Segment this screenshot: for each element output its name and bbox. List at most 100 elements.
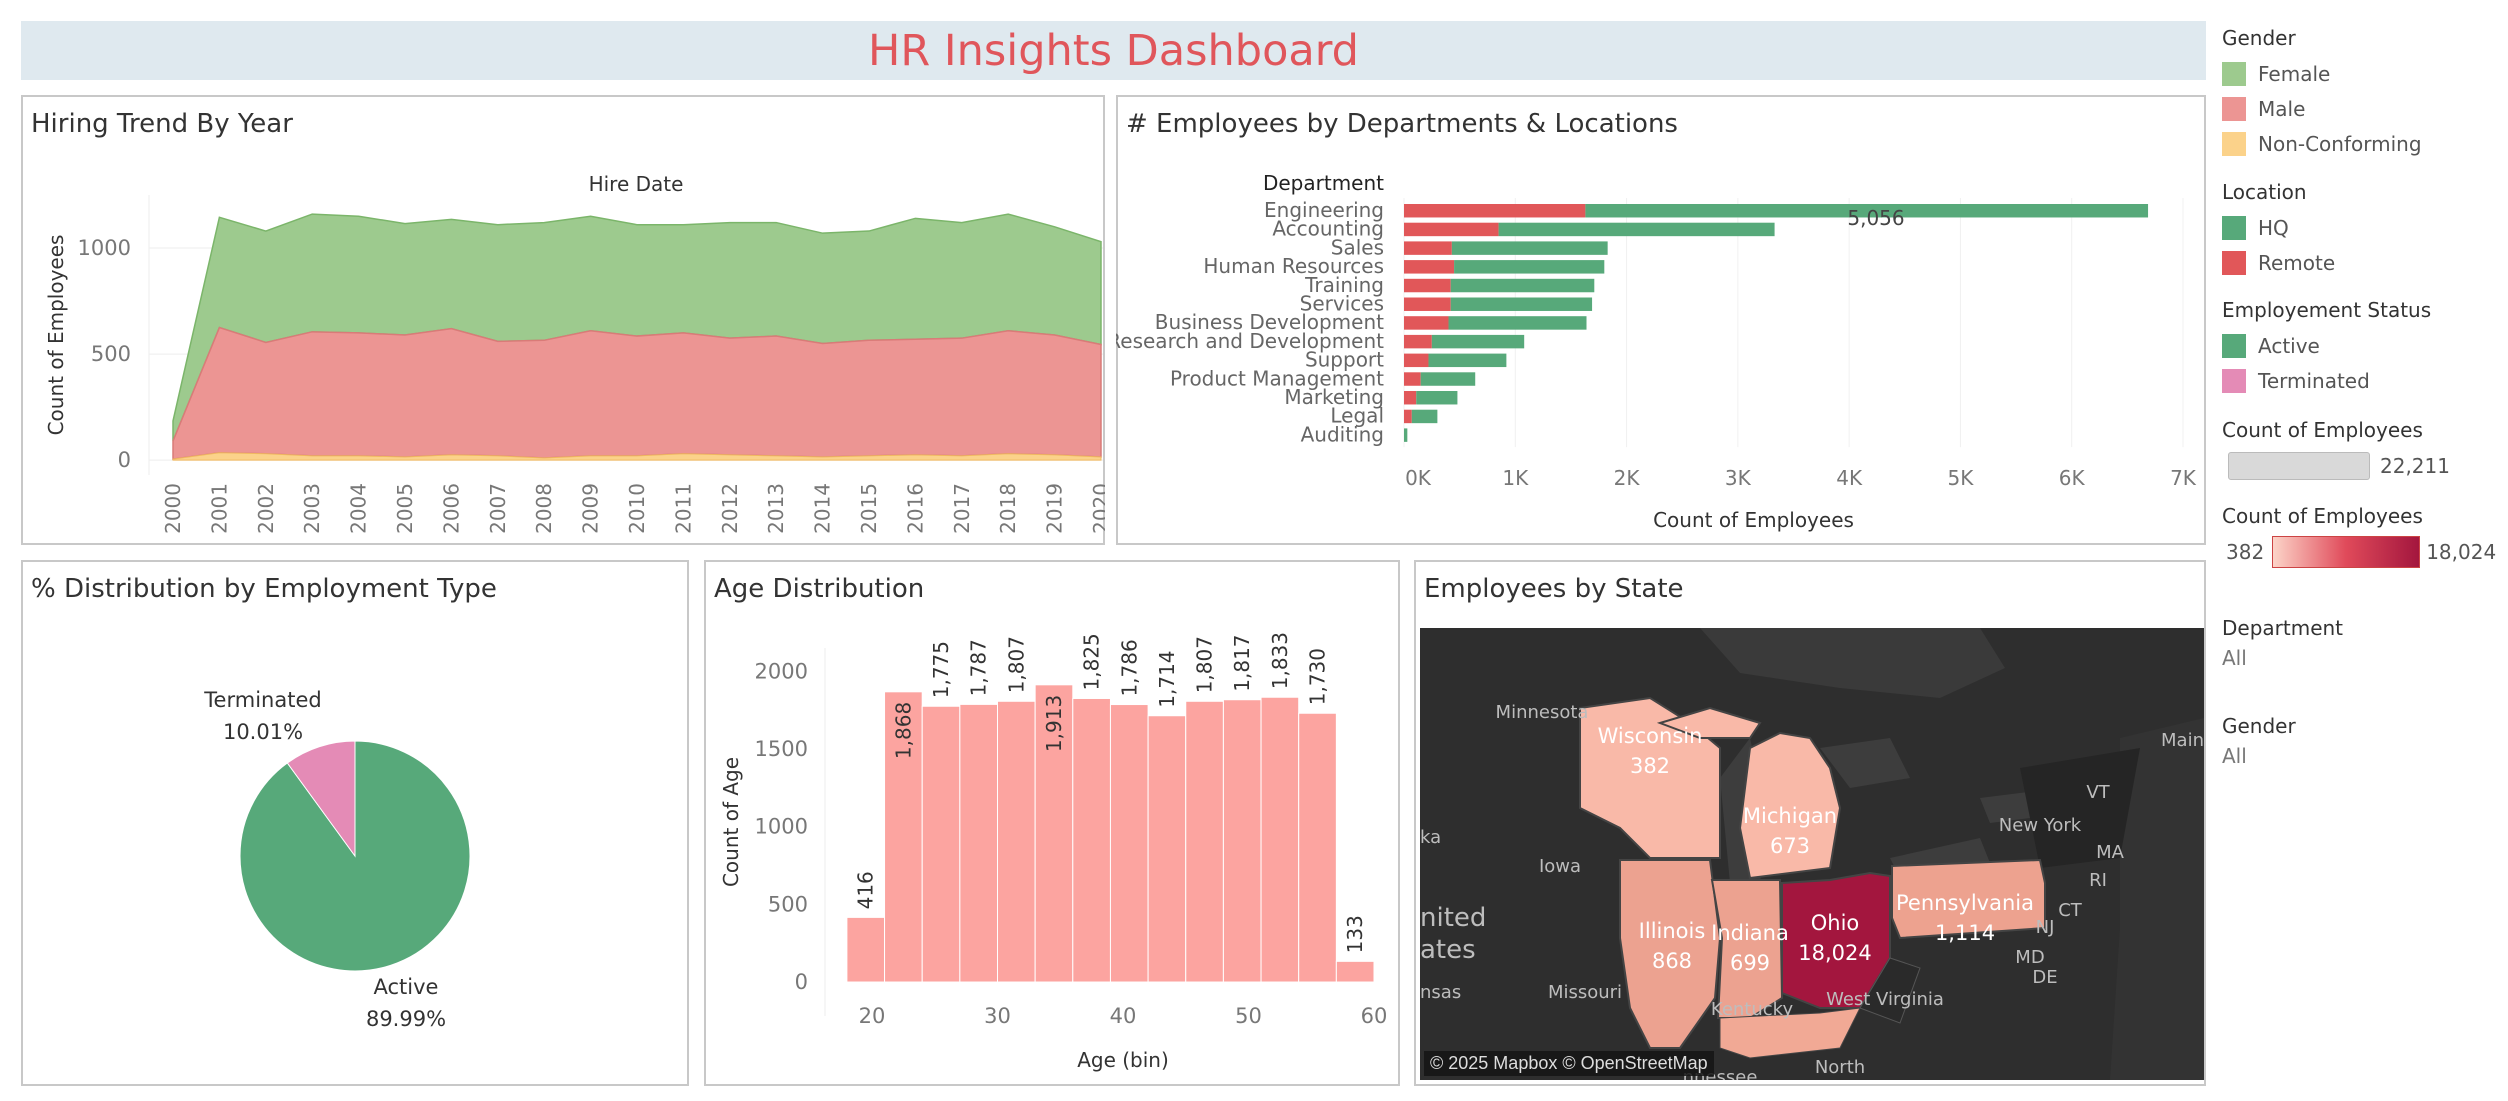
department-filter-title: Department [2222, 616, 2344, 640]
x-tick-label: 2006 [439, 483, 463, 534]
y-tick-label: 1000 [755, 815, 808, 839]
department-filter-value[interactable]: All [2222, 646, 2247, 670]
age-bar-label: 1,775 [929, 641, 953, 698]
hq-bar [1428, 353, 1507, 368]
gender-filter[interactable]: Gender All [2222, 714, 2296, 768]
state-name-label: Indiana [1711, 921, 1789, 945]
map-place-label: VT [2086, 782, 2110, 803]
age-bar [1260, 696, 1300, 983]
count2-min: 382 [2226, 540, 2265, 564]
x-tick-label: 6K [2059, 466, 2086, 490]
age-bar-label: 1,833 [1268, 632, 1292, 689]
map-area[interactable]: Wisconsin 382 Michigan 673 Illinois 868 Indian… [1420, 628, 2204, 1080]
x-tick-label: 2016 [903, 483, 927, 534]
x-tick-label: 2011 [671, 483, 695, 534]
terminated-slice-name: Terminated [203, 688, 321, 712]
hiring-trend-title: Hiring Trend By Year [31, 109, 293, 139]
department-label: Product Management [1170, 366, 1384, 390]
row-header: Department [1263, 171, 1384, 195]
age-bar [997, 700, 1036, 983]
x-tick-label: 2K [1614, 466, 1641, 490]
departments-chart[interactable]: Department 0K 1K 2K 3K 4K 5K 6K 7K Count of Emplo… [1116, 95, 2206, 545]
count-legend-title: Count of Employees [2222, 418, 2423, 442]
age-bar-label: 1,786 [1117, 639, 1141, 696]
y-axis-label: Count of Employees [44, 235, 68, 436]
state-name-label: Illinois [1639, 919, 1706, 943]
count-legend-value: 22,211 [2380, 454, 2450, 478]
bar-annotation: 5,056 [1847, 206, 1904, 230]
count-color-legend: Count of Employees 382 18,024 [2222, 504, 2496, 570]
gender-filter-value[interactable]: All [2222, 744, 2247, 768]
x-tick-label: 2003 [300, 483, 324, 534]
legend-item-male[interactable]: Male [2222, 91, 2422, 126]
male-area [172, 326, 1102, 460]
remote-bar [1404, 241, 1452, 255]
hq-bar [1454, 260, 1605, 274]
legend-label: Non-Conforming [2258, 131, 2422, 156]
remote-bar [1404, 353, 1429, 368]
lake-huron [1820, 738, 1910, 788]
state-michigan [1738, 731, 1842, 880]
hq-bar [1420, 372, 1476, 386]
y-axis-label: Count of Age [719, 757, 743, 887]
count-size-bar [2228, 452, 2370, 480]
new-york-region [2020, 748, 2140, 868]
map-place-label: CT [2058, 900, 2083, 921]
map-place-label: ates [1420, 935, 1476, 965]
legend-item-hq[interactable]: HQ [2222, 210, 2335, 245]
map-place-label: NJ [2036, 917, 2055, 938]
remote-swatch [2222, 250, 2246, 275]
map-place-label: MA [2096, 842, 2125, 863]
age-histogram-chart[interactable]: 0 500 1000 1500 2000 Count of Age 416 1,868 1,77… [704, 560, 1400, 1086]
state-value-label: 673 [1770, 834, 1810, 858]
age-bar-label: 1,730 [1306, 648, 1330, 705]
hq-bar [1404, 428, 1408, 442]
x-tick-label: 30 [984, 1004, 1011, 1028]
state-wisconsin [1579, 696, 1721, 859]
map-place-label: MD [2015, 947, 2044, 968]
department-label: Research and Development [1116, 329, 1384, 353]
age-bar [1298, 712, 1337, 983]
atlantic-area [2110, 718, 2204, 1080]
age-bar [1147, 715, 1187, 983]
state-kentucky [1719, 1007, 1861, 1059]
hq-bar [1431, 334, 1525, 349]
hq-bar [1498, 222, 1775, 237]
x-tick-label: 2000 [161, 483, 185, 534]
age-bar [1072, 697, 1111, 983]
age-panel: Age Distribution 0 500 1000 1500 2000 Count o… [704, 560, 1400, 1086]
location-legend: Location HQ Remote [2222, 180, 2335, 280]
department-label: Auditing [1301, 422, 1384, 446]
remote-bar [1404, 204, 1586, 218]
map-place-label: Main [2161, 730, 2204, 751]
x-tick-label: 20 [859, 1004, 886, 1028]
state-value-label: 382 [1630, 754, 1670, 778]
employment-pie-chart[interactable]: Active 89.99% Terminated 10.01% [21, 560, 689, 1086]
state-name-label: Ohio [1811, 911, 1860, 935]
legend-item-nonconforming[interactable]: Non-Conforming [2222, 126, 2422, 161]
age-bar [884, 691, 923, 983]
x-tick-label: 2005 [393, 483, 417, 534]
legend-item-active[interactable]: Active [2222, 328, 2431, 363]
map-place-label: DE [2032, 967, 2057, 988]
department-filter[interactable]: Department All [2222, 616, 2343, 670]
legend-item-terminated[interactable]: Terminated [2222, 363, 2431, 398]
hq-swatch [2222, 215, 2246, 240]
hiring-trend-chart[interactable]: Hire Date 0 500 1000 Count of Employees 2000 2… [21, 95, 1105, 545]
age-title: Age Distribution [714, 574, 925, 604]
hiring-trend-panel: Hiring Trend By Year Hire Date 0 500 1000 Co… [21, 95, 1105, 545]
age-bar [846, 916, 886, 983]
state-value-label: 1,114 [1935, 921, 1995, 945]
legend-label: Female [2258, 61, 2331, 86]
map-place-label: nsas [1420, 982, 1461, 1003]
state-pennsylvania [1891, 858, 2046, 940]
age-bar-label: 1,807 [1193, 636, 1217, 693]
x-tick-label: 2009 [579, 483, 603, 534]
legend-label: HQ [2258, 215, 2289, 240]
departments-title: # Employees by Departments & Locations [1126, 109, 1678, 139]
age-bar-label: 1,714 [1155, 650, 1179, 707]
x-tick-label: 2008 [532, 483, 556, 534]
legend-item-female[interactable]: Female [2222, 56, 2422, 91]
x-tick-label: 2004 [347, 483, 371, 534]
legend-item-remote[interactable]: Remote [2222, 245, 2335, 280]
